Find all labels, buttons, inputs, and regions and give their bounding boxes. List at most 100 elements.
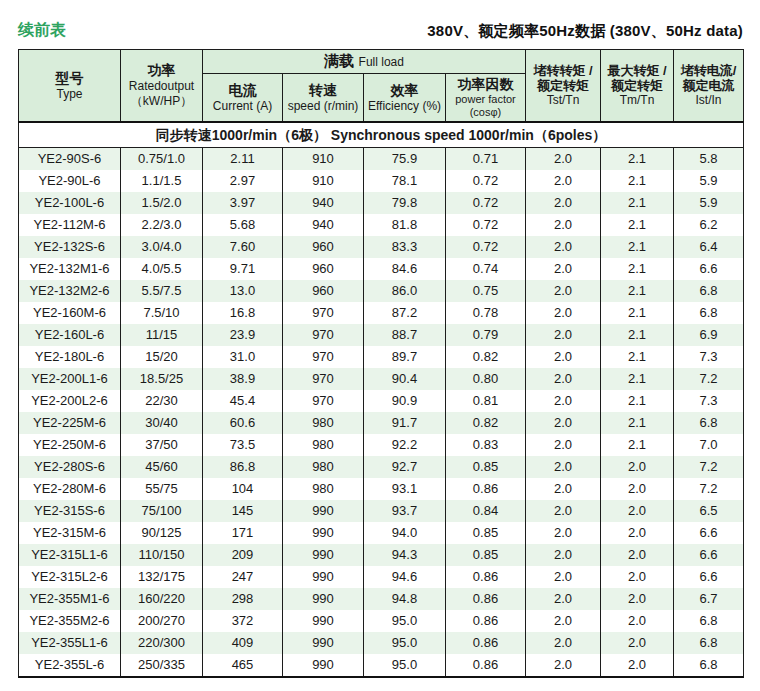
speed-cell: 970 <box>283 302 364 324</box>
synchronous-speed-label: 同步转速1000r/min（6极） Synchronous speed 1000… <box>19 122 744 148</box>
tst-tn-cell: 2.0 <box>526 588 601 610</box>
ist-in-cell: 6.6 <box>674 522 744 544</box>
model-cell: YE2-90S-6 <box>19 148 121 171</box>
model-cell: YE2-132S-6 <box>19 236 121 258</box>
current-cell: 104 <box>203 478 283 500</box>
table-row: YE2-160M-67.5/1016.897087.20.782.02.16.8 <box>19 302 744 324</box>
model-cell: YE2-280M-6 <box>19 478 121 500</box>
model-cell: YE2-250M-6 <box>19 434 121 456</box>
speed-cell: 910 <box>283 170 364 192</box>
col-header-efficiency: 效率 Efficiency (%) <box>364 74 446 123</box>
power-factor-cell: 0.86 <box>446 632 526 654</box>
speed-cell: 990 <box>283 500 364 522</box>
power-factor-cell: 0.86 <box>446 478 526 500</box>
col-header-current: 电流 Current (A) <box>203 74 283 123</box>
model-cell: YE2-180L-6 <box>19 346 121 368</box>
current-cell: 2.11 <box>203 148 283 171</box>
tm-tn-cell: 2.0 <box>601 544 674 566</box>
current-cell: 86.8 <box>203 456 283 478</box>
speed-cell: 970 <box>283 324 364 346</box>
power-cell: 1.5/2.0 <box>121 192 203 214</box>
ist-in-cell: 6.8 <box>674 412 744 434</box>
power-factor-cell: 0.86 <box>446 610 526 632</box>
ist-zh-line2: 额定电流 <box>675 78 742 93</box>
col-group-full-load: 满载 Full load <box>203 50 526 74</box>
motor-spec-table: 型号 Type 功率 Ratedoutput （kW/HP） 满载 Full l… <box>18 49 744 678</box>
speed-en: speed (r/min) <box>284 99 362 114</box>
synchronous-speed-group-row: 同步转速1000r/min（6极） Synchronous speed 1000… <box>19 122 744 148</box>
efficiency-cell: 92.2 <box>364 434 446 456</box>
efficiency-cell: 89.7 <box>364 346 446 368</box>
power-factor-cell: 0.82 <box>446 412 526 434</box>
model-cell: YE2-200L2-6 <box>19 390 121 412</box>
ist-in-cell: 7.3 <box>674 390 744 412</box>
speed-cell: 940 <box>283 214 364 236</box>
current-cell: 298 <box>203 588 283 610</box>
current-cell: 3.97 <box>203 192 283 214</box>
current-cell: 7.60 <box>203 236 283 258</box>
table-row: YE2-132M2-65.5/7.513.096086.00.752.02.16… <box>19 280 744 302</box>
col-header-ist-in: 堵转电流/ 额定电流 Ist/In <box>674 50 744 123</box>
power-cell: 3.0/4.0 <box>121 236 203 258</box>
tst-tn-cell: 2.0 <box>526 456 601 478</box>
table-header: 型号 Type 功率 Ratedoutput （kW/HP） 满载 Full l… <box>19 50 744 123</box>
table-row: YE2-132M1-64.0/5.59.7196084.60.742.02.16… <box>19 258 744 280</box>
power-factor-cell: 0.72 <box>446 192 526 214</box>
power-factor-cell: 0.72 <box>446 170 526 192</box>
tst-tn-cell: 2.0 <box>526 412 601 434</box>
ist-in-cell: 7.0 <box>674 434 744 456</box>
tst-tn-cell: 2.0 <box>526 610 601 632</box>
tst-tn-cell: 2.0 <box>526 522 601 544</box>
ist-in-cell: 6.8 <box>674 632 744 654</box>
model-cell: YE2-280S-6 <box>19 456 121 478</box>
model-cell: YE2-160M-6 <box>19 302 121 324</box>
col-header-power-zh: 功率 <box>122 62 201 79</box>
model-cell: YE2-315S-6 <box>19 500 121 522</box>
tm-zh-line1: 最大转矩 / <box>602 63 672 78</box>
power-factor-cell: 0.84 <box>446 500 526 522</box>
efficiency-cell: 81.8 <box>364 214 446 236</box>
efficiency-cell: 95.0 <box>364 632 446 654</box>
model-cell: YE2-355M1-6 <box>19 588 121 610</box>
power-cell: 75/100 <box>121 500 203 522</box>
ist-in-cell: 6.8 <box>674 654 744 677</box>
model-cell: YE2-100L-6 <box>19 192 121 214</box>
current-cell: 9.71 <box>203 258 283 280</box>
efficiency-cell: 93.1 <box>364 478 446 500</box>
ist-in-cell: 6.6 <box>674 566 744 588</box>
power-factor-cell: 0.74 <box>446 258 526 280</box>
current-cell: 38.9 <box>203 368 283 390</box>
current-cell: 409 <box>203 632 283 654</box>
page-title: 380V、额定频率50Hz数据 (380V、50Hz data) <box>427 22 743 41</box>
tm-tn-cell: 2.1 <box>601 302 674 324</box>
efficiency-cell: 95.0 <box>364 610 446 632</box>
speed-cell: 980 <box>283 478 364 500</box>
tst-zh-line2: 额定转矩 <box>527 78 599 93</box>
table-row: YE2-200L1-618.5/2538.997090.40.802.02.17… <box>19 368 744 390</box>
table-row: YE2-132S-63.0/4.07.6096083.30.722.02.16.… <box>19 236 744 258</box>
power-cell: 90/125 <box>121 522 203 544</box>
tst-tn-cell: 2.0 <box>526 236 601 258</box>
tm-tn-cell: 2.1 <box>601 192 674 214</box>
power-cell: 1.1/1.5 <box>121 170 203 192</box>
ist-in-cell: 5.9 <box>674 192 744 214</box>
tst-tn-cell: 2.0 <box>526 654 601 677</box>
tm-tn-cell: 2.1 <box>601 148 674 171</box>
power-factor-cell: 0.83 <box>446 434 526 456</box>
ist-in-cell: 7.3 <box>674 346 744 368</box>
speed-cell: 990 <box>283 654 364 677</box>
table-row: YE2-315M-690/12517199094.00.852.02.06.6 <box>19 522 744 544</box>
tm-tn-cell: 2.0 <box>601 500 674 522</box>
speed-cell: 910 <box>283 148 364 171</box>
ist-in-cell: 6.7 <box>674 588 744 610</box>
model-cell: YE2-90L-6 <box>19 170 121 192</box>
model-cell: YE2-355M2-6 <box>19 610 121 632</box>
col-header-type-zh: 型号 <box>20 70 119 87</box>
power-factor-cell: 0.85 <box>446 522 526 544</box>
tst-tn-cell: 2.0 <box>526 478 601 500</box>
tst-tn-cell: 2.0 <box>526 192 601 214</box>
speed-cell: 980 <box>283 456 364 478</box>
table-row: YE2-355M1-6160/22029899094.80.862.02.06.… <box>19 588 744 610</box>
tst-tn-cell: 2.0 <box>526 280 601 302</box>
table-row: YE2-280S-645/6086.898092.70.852.02.07.2 <box>19 456 744 478</box>
